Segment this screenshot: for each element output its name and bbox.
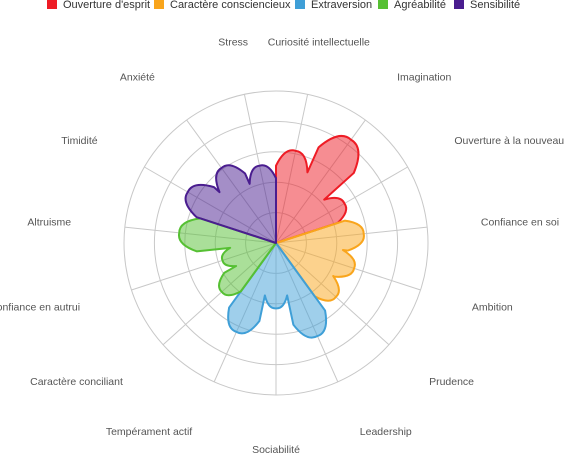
legend-swatch-icon <box>295 0 305 9</box>
axis-label: Prudence <box>429 376 474 388</box>
axis-label: Ouverture à la nouveauté <box>454 135 564 147</box>
legend-label: Sensibilité <box>470 0 521 11</box>
radar-axis-labels: Curiosité intellectuelle Imagination Ouver… <box>0 37 564 457</box>
axis-label: Sociabilité <box>252 444 300 456</box>
axis-label: Confiance en soi <box>481 216 559 228</box>
legend-swatch-icon <box>454 0 464 9</box>
legend-entry-ouverture[interactable]: Ouverture d'esprit <box>47 0 150 13</box>
legend-swatch-icon <box>154 0 164 9</box>
legend-label: Ouverture d'esprit <box>63 0 151 11</box>
legend-label: Agréabilité <box>394 0 446 11</box>
axis-label: Anxiété <box>120 71 155 83</box>
axis-label: Imagination <box>397 71 451 83</box>
axis-label: Stress <box>218 37 248 49</box>
axis-label: Timidité <box>61 135 98 147</box>
axis-label: Confiance en autrui <box>0 302 80 314</box>
series-area-4[interactable] <box>177 217 277 297</box>
series-area-3[interactable] <box>227 242 328 339</box>
axis-label: Tempérament actif <box>106 426 192 438</box>
legend-entry-caractere-consciencieux[interactable]: Caractère consciencieux <box>154 0 290 13</box>
axis-label: Altruisme <box>27 216 71 228</box>
legend-label: Caractère consciencieux <box>170 0 291 11</box>
axis-label: Ambition <box>472 302 513 314</box>
legend-swatch-icon <box>378 0 388 9</box>
radar-series-areas <box>177 134 365 339</box>
legend-entry-sensibilite[interactable]: Sensibilité <box>454 0 520 13</box>
axis-label: Caractère conciliant <box>30 376 123 388</box>
series-area-2[interactable] <box>275 219 365 302</box>
legend-label: Extraversion <box>311 0 373 11</box>
legend-entry-agreabilite[interactable]: Agréabilité <box>378 0 446 13</box>
chart-legend: Ouverture d'esprit Caractère consciencie… <box>0 0 564 14</box>
axis-label: Curiosité intellectuelle <box>268 37 370 49</box>
series-area-1[interactable] <box>275 134 360 244</box>
legend-entry-extraversion[interactable]: Extraversion <box>295 0 372 13</box>
series-area-5[interactable] <box>184 164 277 244</box>
axis-label: Leadership <box>360 426 412 438</box>
legend-swatch-icon <box>47 0 57 9</box>
